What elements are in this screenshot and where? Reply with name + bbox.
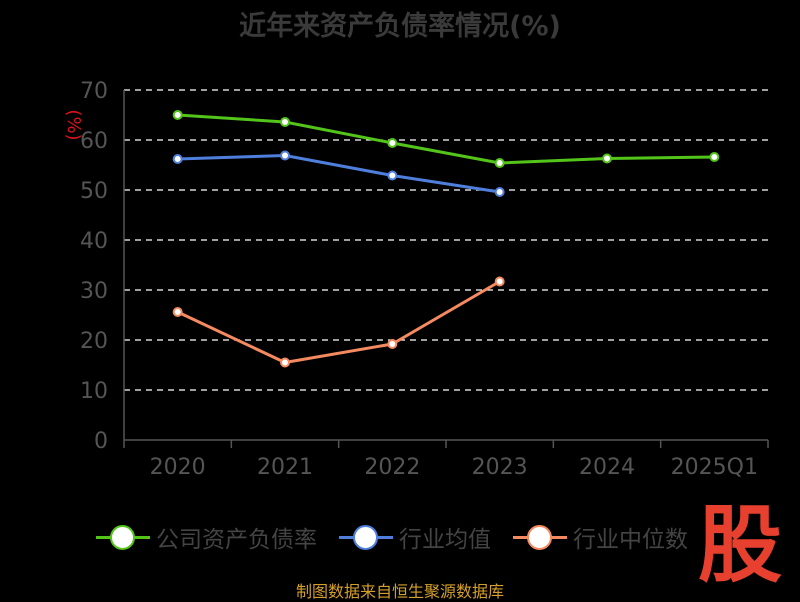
y-tick-label: 30 [80, 279, 108, 304]
data-point-1 [709, 152, 720, 162]
logo: 股 [697, 496, 782, 594]
x-tick-label: 2020 [150, 455, 206, 480]
y-tick-label: 0 [94, 429, 108, 454]
chart-title: 近年来资产负债率情况(%) [239, 11, 561, 42]
series-line-1 [177, 113, 715, 165]
data-point-3 [494, 276, 505, 287]
y-tick-label: 70 [80, 79, 108, 104]
legend-label: 公司资产负债率 [156, 527, 317, 553]
x-tick-label: 2021 [257, 455, 313, 480]
x-tick-label: 2022 [364, 455, 420, 480]
data-point-1 [494, 158, 505, 168]
data-point-1 [172, 110, 183, 120]
data-point-3 [172, 307, 183, 317]
data-point-2 [494, 187, 505, 197]
y-axis-label: (%) [63, 109, 84, 140]
legend-item[interactable]: 公司资产负债率 [96, 520, 317, 554]
y-tick-label: 60 [80, 129, 108, 154]
legend-marker [96, 523, 150, 551]
legend-item[interactable]: 行业中位数 [513, 520, 688, 554]
legend-marker [513, 523, 567, 551]
y-tick-label: 10 [80, 379, 108, 404]
series-line-3 [177, 280, 501, 364]
x-tick-label: 2024 [579, 455, 635, 480]
series-line-2 [177, 154, 500, 194]
source-note: 制图数据来自恒生聚源数据库 [295, 582, 504, 601]
x-tick-label: 2025Q1 [671, 455, 758, 480]
legend-marker [339, 523, 393, 551]
data-point-2 [172, 154, 183, 164]
data-point-2 [387, 170, 398, 181]
legend: 公司资产负债率 行业均值 行业中位数 [96, 521, 710, 553]
data-point-1 [280, 117, 290, 127]
data-point-1 [387, 138, 398, 148]
y-tick-label: 40 [80, 229, 108, 254]
y-tick-label: 20 [80, 329, 108, 354]
legend-label: 行业均值 [399, 527, 491, 553]
y-tick-label: 50 [80, 179, 108, 204]
data-point-2 [280, 150, 290, 161]
legend-item[interactable]: 行业均值 [339, 520, 491, 554]
x-tick-label: 2023 [472, 455, 528, 480]
data-point-1 [602, 153, 612, 164]
data-point-3 [280, 357, 290, 368]
data-point-3 [387, 339, 398, 349]
legend-label: 行业中位数 [573, 527, 688, 553]
